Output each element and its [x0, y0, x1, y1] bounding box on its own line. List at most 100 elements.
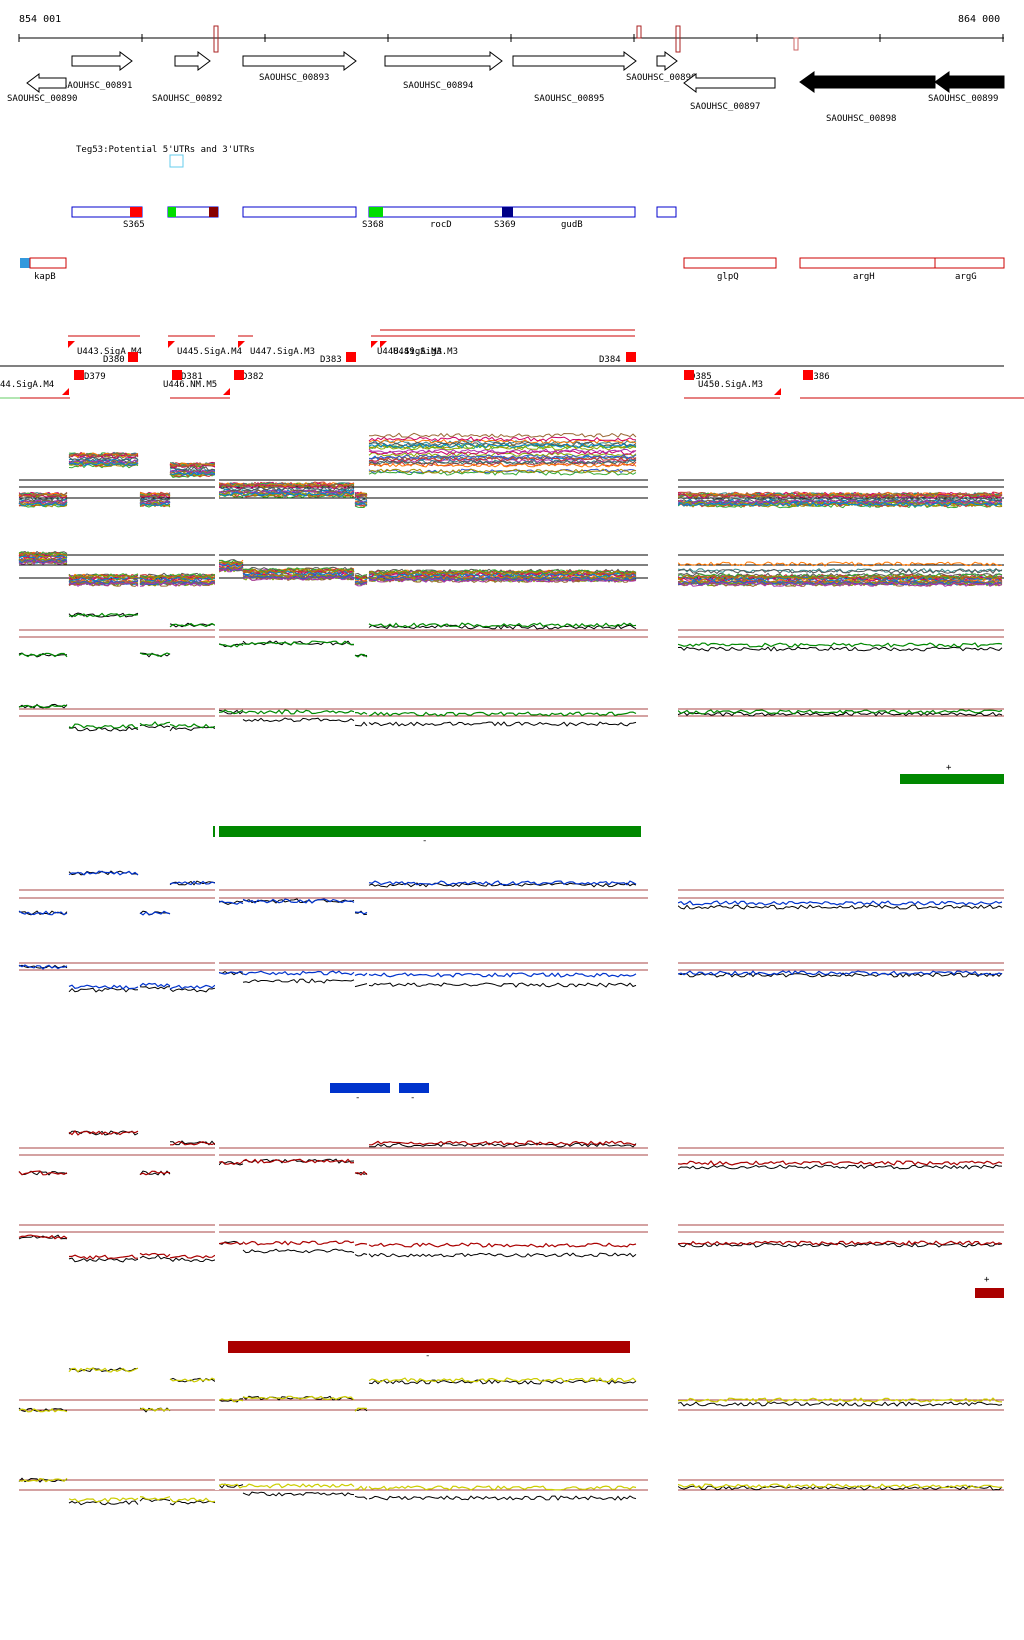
segment-strand-label: - [422, 836, 427, 846]
promoter-label: D381 [181, 372, 203, 382]
operon-box [656, 206, 677, 218]
terminator-box [172, 370, 182, 380]
promoter-label: D386 [808, 372, 830, 382]
sample-trace [18, 704, 1003, 729]
promoter-label: U447.SigA.M3 [250, 347, 315, 357]
gene-arrow [683, 73, 776, 93]
gene-label: SAOUHSC_00890 [7, 94, 77, 104]
cds-box [29, 257, 67, 269]
operon-marker [168, 207, 176, 217]
gene-label: SAOUHSC_00899 [928, 94, 998, 104]
cds-box [934, 257, 1005, 269]
reference-trace [18, 612, 1003, 658]
gene-arrow [242, 51, 357, 71]
cds-box [683, 257, 777, 269]
condition-trace [18, 552, 1003, 580]
promoter-label: U448.SigA.M3 [377, 347, 442, 357]
gene-label: SAOUHSC_00891 [62, 81, 132, 91]
coord-start-label: 854 001 [19, 14, 61, 25]
segment-bar [900, 774, 1004, 784]
promoter-label: D382 [242, 372, 264, 382]
promoter-label: U450.SigA.M3 [698, 380, 763, 390]
sample-trace [18, 612, 1003, 658]
cds-box [799, 257, 936, 269]
operon-label: gudB [561, 220, 583, 230]
ruler-marker [636, 25, 642, 39]
promoter-label: U449.SigA.M3 [393, 347, 458, 357]
operon-marker [209, 207, 218, 217]
reference-trace [18, 1477, 1003, 1506]
terminator-box [684, 370, 694, 380]
cds-marker [20, 258, 30, 268]
segment-bar [213, 826, 641, 837]
terminator-box [803, 370, 813, 380]
sample-trace [18, 964, 1003, 990]
condition-trace [18, 438, 1003, 498]
gene-arrow [174, 51, 211, 71]
segment-bar [399, 1083, 429, 1093]
condition-trace [18, 453, 1003, 499]
segment-strand-label: - [425, 1351, 430, 1361]
promoter-flag [68, 341, 75, 348]
promoter-label: D379 [84, 372, 106, 382]
operon-label: S369 [494, 220, 516, 230]
gene-label: SAOUHSC_00893 [259, 73, 329, 83]
reference-trace [19, 870, 1003, 916]
promoter-flag [238, 341, 245, 348]
promoter-label: U445.SigA.M4 [177, 347, 242, 357]
operon-label: rocD [430, 220, 452, 230]
condition-trace [18, 441, 1003, 502]
operon-marker [130, 207, 142, 217]
gene-label: SAOUHSC_00897 [690, 102, 760, 112]
sample-trace [18, 1477, 1003, 1503]
promoter-label: D380 [103, 355, 125, 365]
terminator-box [346, 352, 356, 362]
reference-trace [18, 1234, 1003, 1263]
cds-label: argH [853, 272, 875, 282]
segment-strand-label: - [355, 1093, 360, 1103]
sample-trace [18, 870, 1003, 916]
sample-trace [18, 1130, 1003, 1176]
segment-strand-label: - [410, 1093, 415, 1103]
reference-trace [18, 1130, 1002, 1176]
promoter-flag [774, 388, 781, 395]
operon-marker [369, 207, 383, 217]
gene-arrow-filled [799, 71, 936, 93]
promoter-label: 44.SigA.M4 [0, 380, 54, 390]
gene-label: SAOUHSC_00892 [152, 94, 222, 104]
promoter-label: D385 [690, 372, 712, 382]
sample-trace [18, 1367, 1003, 1413]
promoter-flag [168, 341, 175, 348]
gene-label: SAOUHSC_00894 [403, 81, 473, 91]
terminator-box [128, 352, 138, 362]
segment-bar [330, 1083, 390, 1093]
gene-label: SAOUHSC_00896 [626, 73, 696, 83]
gene-arrow [512, 51, 637, 71]
terminator-box [74, 370, 84, 380]
utr-box [169, 154, 184, 168]
promoter-label: U446.NM.M5 [163, 380, 217, 390]
condition-trace [18, 559, 1003, 587]
gene-arrow [71, 51, 133, 71]
terminator-box [626, 352, 636, 362]
coord-end-label: 864 000 [958, 14, 1000, 25]
utr-track-title: Teg53:Potential 5'UTRs and 3'UTRs [76, 145, 255, 155]
gene-arrow [656, 51, 678, 71]
terminator-box [234, 370, 244, 380]
promoter-label: U443.SigA.M4 [77, 347, 142, 357]
gene-arrow [384, 51, 503, 71]
segment-bar [228, 1341, 630, 1353]
gene-arrow-filled [934, 71, 1005, 93]
promoter-flag [223, 388, 230, 395]
operon-label: S365 [123, 220, 145, 230]
condition-trace [18, 442, 1003, 507]
cds-label: argG [955, 272, 977, 282]
gene-label: SAOUHSC_00895 [534, 94, 604, 104]
operon-label: S368 [362, 220, 384, 230]
segment-gap [215, 440, 219, 1490]
promoter-label: D383 [320, 355, 342, 365]
reference-trace [18, 1367, 1003, 1413]
